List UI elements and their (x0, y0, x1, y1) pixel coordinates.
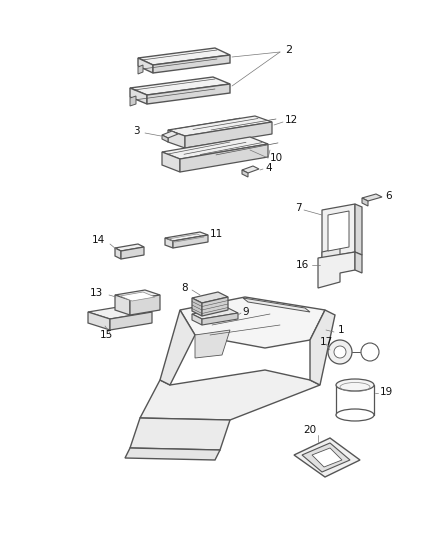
Polygon shape (130, 295, 160, 315)
Polygon shape (312, 448, 342, 467)
Polygon shape (125, 448, 220, 460)
Polygon shape (153, 55, 230, 73)
Polygon shape (310, 310, 335, 385)
Polygon shape (121, 247, 144, 259)
Text: 10: 10 (270, 153, 283, 163)
Text: 11: 11 (210, 229, 223, 239)
Polygon shape (130, 418, 230, 450)
Polygon shape (162, 137, 268, 159)
Polygon shape (195, 330, 230, 358)
Polygon shape (192, 308, 238, 319)
Polygon shape (202, 313, 238, 325)
Polygon shape (322, 248, 340, 270)
Text: 19: 19 (380, 387, 393, 397)
Polygon shape (180, 144, 268, 172)
Polygon shape (160, 310, 195, 385)
Text: 20: 20 (304, 425, 317, 435)
Polygon shape (192, 314, 202, 325)
Polygon shape (168, 130, 185, 148)
Polygon shape (173, 235, 208, 248)
Polygon shape (192, 298, 202, 316)
Polygon shape (147, 84, 230, 104)
Polygon shape (302, 443, 350, 472)
Polygon shape (130, 96, 136, 106)
Polygon shape (88, 312, 110, 330)
Polygon shape (165, 238, 173, 248)
Text: 8: 8 (181, 283, 188, 293)
Circle shape (328, 340, 352, 364)
Polygon shape (115, 244, 144, 251)
Polygon shape (130, 77, 230, 95)
Polygon shape (192, 292, 228, 303)
Text: 1: 1 (338, 325, 345, 335)
Polygon shape (140, 370, 320, 420)
Polygon shape (88, 305, 152, 319)
Polygon shape (130, 88, 147, 104)
Polygon shape (138, 48, 230, 65)
Text: 17: 17 (320, 337, 333, 347)
Text: 6: 6 (385, 191, 392, 201)
Polygon shape (115, 295, 130, 315)
Polygon shape (328, 211, 349, 251)
Polygon shape (120, 292, 155, 301)
Polygon shape (162, 152, 180, 172)
Polygon shape (242, 166, 259, 173)
Text: 13: 13 (90, 288, 103, 298)
Polygon shape (243, 298, 310, 312)
Polygon shape (162, 131, 178, 138)
Polygon shape (115, 290, 160, 300)
Polygon shape (355, 252, 362, 273)
Polygon shape (362, 198, 368, 206)
Polygon shape (322, 204, 355, 258)
Text: 15: 15 (100, 330, 113, 340)
Text: 16: 16 (296, 260, 309, 270)
Text: 12: 12 (285, 115, 298, 125)
Polygon shape (138, 58, 153, 73)
Polygon shape (294, 438, 360, 477)
Polygon shape (318, 252, 355, 288)
Polygon shape (355, 204, 362, 255)
Text: 14: 14 (92, 235, 105, 245)
Text: 7: 7 (295, 203, 302, 213)
Polygon shape (242, 170, 248, 177)
Text: 9: 9 (242, 307, 249, 317)
Text: 3: 3 (134, 126, 140, 136)
Text: 4: 4 (265, 163, 272, 173)
Polygon shape (110, 312, 152, 330)
Ellipse shape (336, 379, 374, 391)
Polygon shape (202, 297, 228, 316)
Polygon shape (185, 122, 272, 148)
Ellipse shape (336, 409, 374, 421)
Polygon shape (162, 135, 168, 142)
Polygon shape (168, 116, 272, 136)
Text: 2: 2 (285, 45, 292, 55)
Polygon shape (180, 297, 325, 348)
Polygon shape (165, 232, 208, 241)
Polygon shape (115, 248, 121, 259)
Polygon shape (362, 194, 382, 201)
Circle shape (334, 346, 346, 358)
Polygon shape (138, 65, 143, 74)
